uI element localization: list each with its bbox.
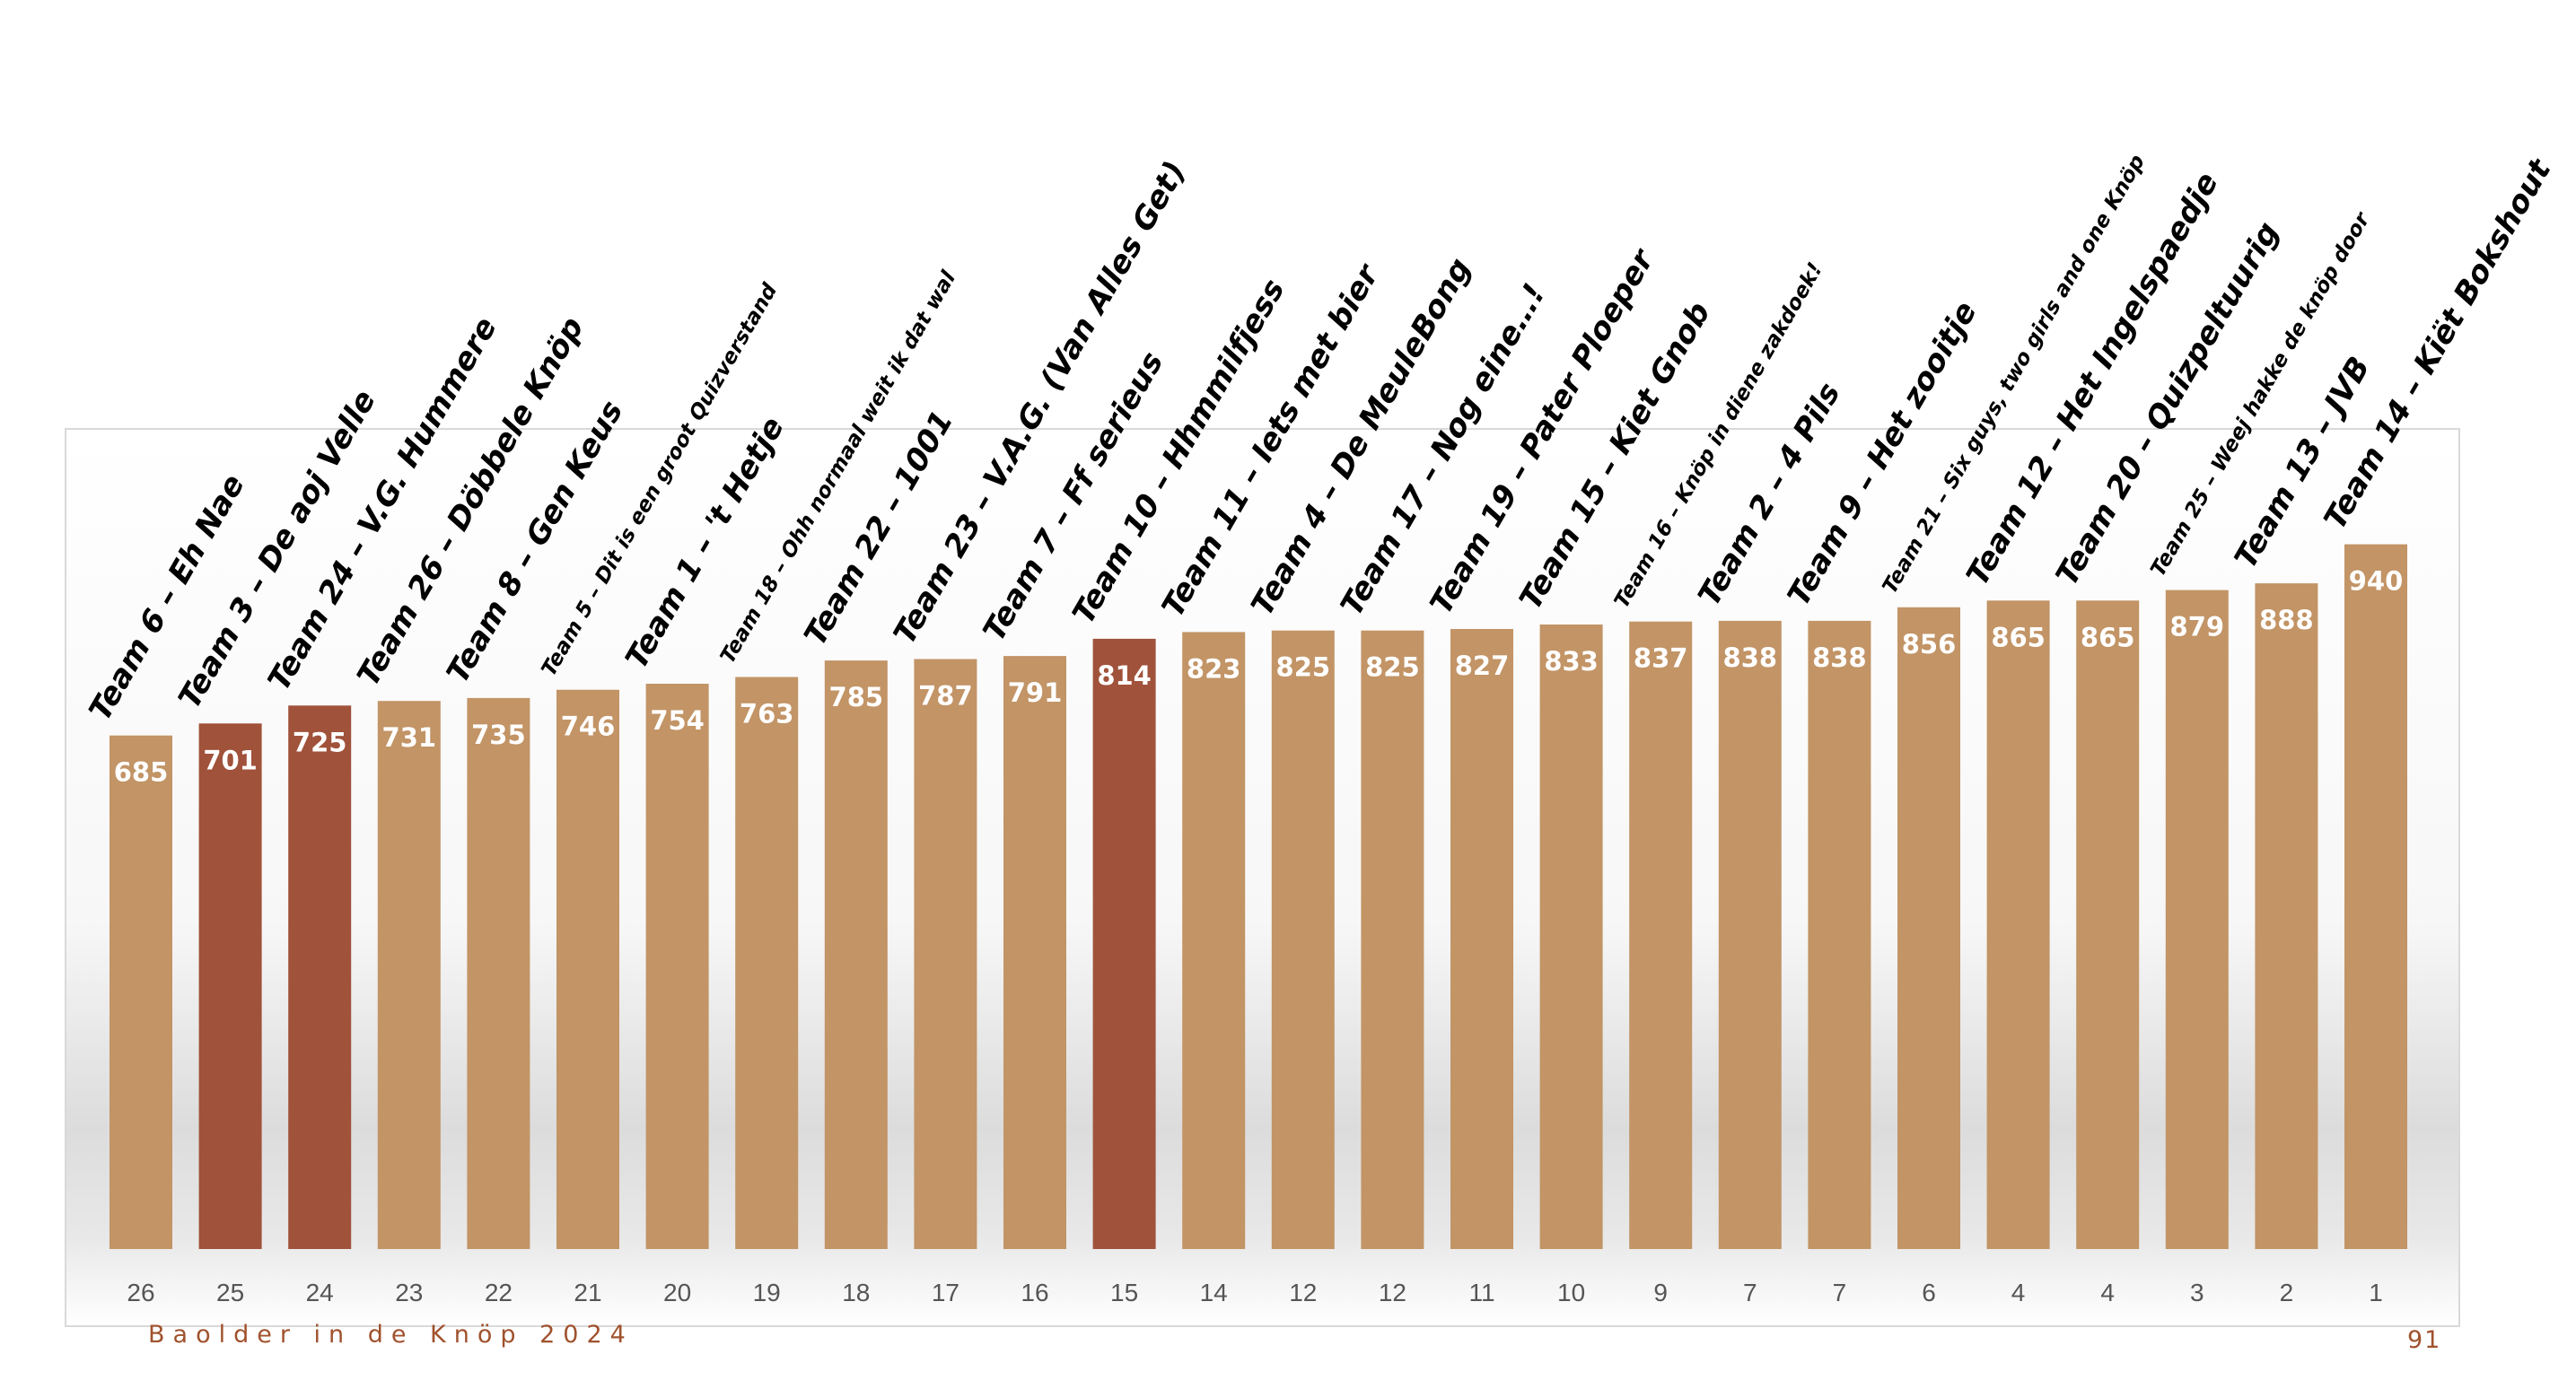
bar-value-label: 825 (1276, 652, 1331, 683)
bar-25 (2255, 583, 2318, 1249)
bar-value-label: 685 (114, 757, 169, 788)
bar-value-label: 731 (382, 722, 437, 753)
rank-tick-label: 3 (2190, 1279, 2204, 1306)
bar-value-label: 865 (1991, 622, 2046, 652)
rank-tick-label: 20 (663, 1279, 691, 1306)
bar-value-label: 825 (1365, 652, 1420, 683)
bar-10 (914, 659, 977, 1249)
rank-tick-label: 17 (932, 1279, 959, 1306)
bar-12 (1092, 638, 1156, 1249)
bar-value-label: 833 (1544, 646, 1599, 677)
bar-value-label: 787 (918, 681, 973, 712)
bar-19 (1718, 620, 1782, 1249)
bar-value-label: 735 (471, 720, 526, 750)
bar-1 (110, 735, 172, 1249)
rank-tick-label: 12 (1289, 1279, 1317, 1306)
bar-value-label: 763 (740, 699, 794, 729)
bar-value-label: 856 (1902, 629, 1957, 660)
bar-22 (1986, 600, 2050, 1249)
bar-value-label: 838 (1812, 642, 1867, 673)
bar-20 (1808, 620, 1871, 1249)
bar-value-label: 725 (293, 727, 347, 757)
rank-tick-label: 1 (2369, 1279, 2383, 1306)
bar-4 (377, 701, 441, 1249)
rank-tick-label: 15 (1110, 1279, 1138, 1306)
bar-value-label: 838 (1723, 642, 1778, 673)
rank-tick-label: 26 (127, 1279, 154, 1306)
bar-5 (467, 697, 530, 1249)
plot-area (65, 428, 2460, 1327)
rank-tick-label: 10 (1557, 1279, 1585, 1306)
rank-tick-label: 22 (485, 1279, 513, 1306)
bar-value-label: 827 (1455, 651, 1510, 681)
rank-tick-label: 25 (216, 1279, 244, 1306)
rank-tick-label: 23 (395, 1279, 423, 1306)
bar-14 (1271, 630, 1335, 1249)
bar-2 (198, 723, 262, 1249)
rank-tick-label: 2 (2280, 1279, 2294, 1306)
bar-value-label: 701 (203, 745, 258, 775)
rank-tick-label: 24 (306, 1279, 334, 1306)
rank-tick-label: 12 (1379, 1279, 1406, 1306)
bar-7 (645, 684, 709, 1249)
bar-9 (824, 660, 888, 1249)
bar-18 (1629, 621, 1693, 1249)
bar-26 (2344, 544, 2407, 1249)
bar-3 (288, 705, 352, 1249)
bar-8 (735, 677, 799, 1249)
footer-page-number: 91 (2407, 1326, 2442, 1354)
rank-tick-label: 9 (1653, 1279, 1668, 1306)
rank-tick-label: 16 (1021, 1279, 1048, 1306)
bar-17 (1539, 625, 1603, 1249)
footer-event-title: Baolder in de Knöp 2024 (148, 1321, 634, 1349)
bar-value-label: 879 (2170, 612, 2225, 642)
rank-tick-label: 6 (1922, 1279, 1936, 1306)
bar-value-label: 837 (1634, 643, 1688, 674)
rank-tick-label: 7 (1833, 1279, 1847, 1306)
bar-value-label: 746 (561, 712, 616, 742)
rank-tick-label: 19 (753, 1279, 781, 1306)
bar-15 (1361, 630, 1424, 1249)
rank-tick-label: 4 (2011, 1279, 2026, 1306)
bar-value-label: 791 (1008, 677, 1063, 708)
bar-16 (1450, 629, 1513, 1249)
bar-11 (1003, 656, 1066, 1249)
bar-value-label: 823 (1187, 653, 1241, 684)
bar-value-label: 888 (2259, 605, 2314, 635)
bar-value-label: 940 (2349, 566, 2404, 597)
rank-tick-label: 14 (1200, 1279, 1228, 1306)
bar-value-label: 814 (1097, 660, 1152, 691)
rank-tick-label: 21 (574, 1279, 601, 1306)
bar-6 (556, 689, 619, 1249)
rank-tick-label: 7 (1743, 1279, 1757, 1306)
bar-24 (2165, 590, 2229, 1249)
bar-13 (1182, 632, 1246, 1249)
rank-tick-label: 11 (1468, 1279, 1494, 1306)
bar-value-label: 754 (650, 705, 705, 736)
bar-value-label: 785 (829, 682, 884, 712)
bar-23 (2076, 600, 2140, 1249)
bar-value-label: 865 (2081, 622, 2135, 652)
rank-tick-label: 4 (2100, 1279, 2115, 1306)
rank-tick-label: 18 (842, 1279, 870, 1306)
bar-21 (1897, 607, 1960, 1249)
